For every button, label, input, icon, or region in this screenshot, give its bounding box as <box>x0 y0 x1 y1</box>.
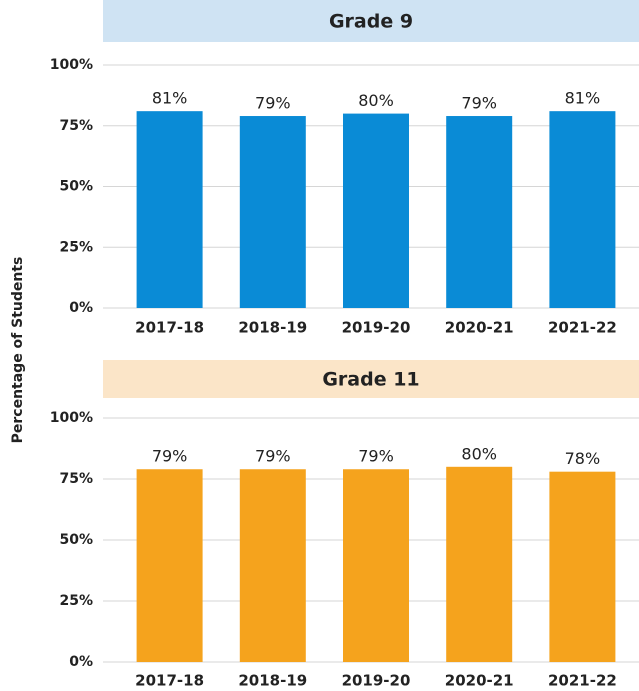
x-tick-label: 2017-18 <box>135 319 204 337</box>
y-tick-label: 50% <box>59 179 93 195</box>
y-tick-label: 0% <box>69 300 93 316</box>
x-tick-label: 2019-20 <box>342 319 411 337</box>
x-tick-label: 2021-22 <box>548 672 617 690</box>
value-label: 79% <box>461 94 497 113</box>
value-label: 79% <box>358 447 394 466</box>
value-label: 79% <box>255 94 291 113</box>
header-band <box>103 0 639 42</box>
chart-title: Grade 11 <box>322 369 419 391</box>
bar <box>136 111 203 308</box>
value-label: 81% <box>152 89 188 108</box>
y-tick-label: 100% <box>50 57 93 73</box>
chart-title: Grade 9 <box>329 11 413 33</box>
bar <box>343 113 409 308</box>
x-tick-label: 2021-22 <box>548 319 617 337</box>
x-tick-label: 2020-21 <box>445 319 514 337</box>
header-band <box>103 360 639 398</box>
x-tick-label: 2020-21 <box>445 672 514 690</box>
value-label: 81% <box>565 89 601 108</box>
value-label: 79% <box>152 447 188 466</box>
value-label: 78% <box>565 449 601 468</box>
bar <box>239 116 306 308</box>
y-tick-label: 25% <box>59 593 93 609</box>
x-tick-label: 2018-19 <box>238 672 307 690</box>
x-tick-label: 2019-20 <box>342 672 411 690</box>
value-label: 80% <box>358 91 394 110</box>
bar <box>239 469 306 662</box>
bar <box>136 469 203 662</box>
y-tick-label: 75% <box>59 471 93 487</box>
y-tick-label: 100% <box>50 410 93 426</box>
y-tick-label: 0% <box>69 654 93 670</box>
value-label: 79% <box>255 447 291 466</box>
value-label: 80% <box>461 444 497 463</box>
bar <box>446 466 513 662</box>
bar <box>446 116 513 308</box>
y-tick-label: 75% <box>59 118 93 134</box>
bar <box>343 469 409 662</box>
y-tick-label: 25% <box>59 239 93 255</box>
x-tick-label: 2018-19 <box>238 319 307 337</box>
bar <box>549 111 616 308</box>
x-tick-label: 2017-18 <box>135 672 204 690</box>
bar <box>549 471 616 662</box>
y-axis-label: Percentage of Students <box>10 257 26 444</box>
y-tick-label: 50% <box>59 532 93 548</box>
